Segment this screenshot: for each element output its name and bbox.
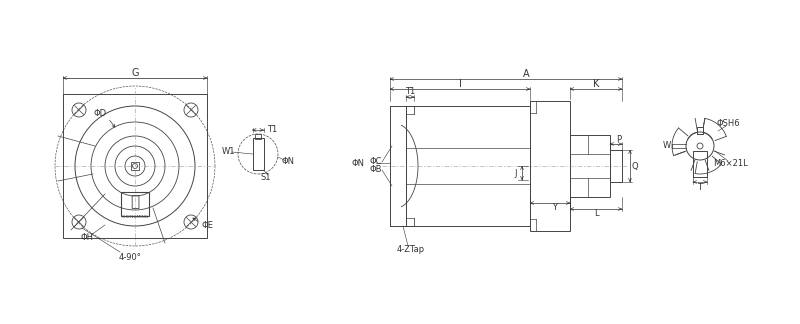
Text: T1: T1 xyxy=(267,124,278,133)
Text: M6×21L: M6×21L xyxy=(713,159,747,168)
Text: P: P xyxy=(617,135,622,145)
Text: W: W xyxy=(663,142,671,151)
Text: ΦSH6: ΦSH6 xyxy=(716,120,740,129)
Text: G: G xyxy=(131,68,138,78)
Bar xyxy=(406,106,530,226)
Text: T1: T1 xyxy=(405,87,415,97)
Bar xyxy=(530,101,570,231)
Text: K: K xyxy=(593,79,599,89)
Text: I: I xyxy=(458,79,462,89)
Bar xyxy=(697,127,703,134)
Bar xyxy=(693,151,707,177)
Text: W1: W1 xyxy=(222,146,234,156)
Text: ΦN: ΦN xyxy=(282,157,294,167)
Text: ΦC: ΦC xyxy=(370,157,382,167)
Bar xyxy=(255,134,261,139)
Bar xyxy=(697,129,703,134)
Text: ΦB: ΦB xyxy=(370,166,382,175)
Text: ΦN: ΦN xyxy=(351,158,365,168)
Bar xyxy=(131,162,139,170)
Bar xyxy=(63,94,207,238)
Text: T: T xyxy=(698,182,702,191)
Bar xyxy=(253,138,263,170)
Text: J: J xyxy=(514,168,518,178)
Text: S1: S1 xyxy=(261,172,271,181)
Text: CHENGMING: CHENGMING xyxy=(122,215,149,219)
Text: ΦH: ΦH xyxy=(81,234,94,242)
Text: A: A xyxy=(522,69,530,79)
Bar xyxy=(610,150,622,182)
Text: ΦE: ΦE xyxy=(201,222,213,230)
Text: L: L xyxy=(594,210,598,218)
Text: ΦD: ΦD xyxy=(94,110,106,119)
Text: Ⓜ: Ⓜ xyxy=(130,194,139,210)
Text: 4-90°: 4-90° xyxy=(118,253,142,262)
Text: Y: Y xyxy=(553,203,558,213)
Text: 4-ZTap: 4-ZTap xyxy=(397,245,425,253)
Text: Q: Q xyxy=(632,161,638,170)
Bar xyxy=(121,192,149,216)
Bar xyxy=(570,135,610,197)
